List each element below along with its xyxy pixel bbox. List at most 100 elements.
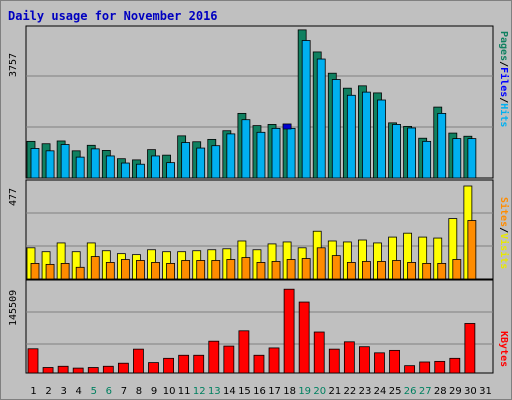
sites-bar-4 <box>75 266 85 280</box>
kbytes-bar-19 <box>298 301 310 374</box>
kbytes-bar-26 <box>404 365 416 374</box>
kbytes-bar-2 <box>42 367 54 374</box>
files-bar-4 <box>75 156 85 179</box>
sites-bar-7 <box>120 259 130 280</box>
sites-bar-25 <box>392 260 401 280</box>
kbytes-bar-4 <box>72 367 84 374</box>
sites-bar-16 <box>256 262 266 280</box>
sites-bar-15 <box>241 257 251 280</box>
sites-bar-24 <box>377 261 386 280</box>
sites-bar-18 <box>286 259 296 280</box>
kbytes-bar-25 <box>389 349 400 374</box>
day-label-22: 22 <box>344 386 357 397</box>
sites-bar-9 <box>151 262 160 280</box>
kbytes-bar-14 <box>223 345 235 374</box>
day-label-16: 16 <box>253 386 266 397</box>
sites-bar-29 <box>452 259 462 280</box>
day-label-2: 2 <box>45 386 51 397</box>
files-bar-23 <box>362 91 371 179</box>
day-label-7: 7 <box>121 386 127 397</box>
day-label-12: 12 <box>193 386 206 397</box>
sites-bar-17 <box>271 261 281 280</box>
day-label-17: 17 <box>268 386 281 397</box>
kbytes-bar-23 <box>359 346 370 374</box>
kbytes-bar-17 <box>268 347 280 374</box>
kbytes-bar-11 <box>178 354 190 374</box>
kbytes-bar-22 <box>343 341 355 374</box>
sites-bar-26 <box>407 262 417 280</box>
day-label-14: 14 <box>223 386 236 397</box>
sites-bar-5 <box>90 256 100 280</box>
files-bar-29 <box>452 138 462 179</box>
files-bar-7 <box>120 162 130 179</box>
files-bar-3 <box>60 144 70 179</box>
pages-marker-18 <box>282 123 292 130</box>
files-bar-27 <box>422 140 432 179</box>
kbytes-bar-9 <box>148 362 159 374</box>
day-label-26: 26 <box>404 386 417 397</box>
sites-bar-1 <box>30 263 40 280</box>
kbytes-bar-29 <box>449 357 461 374</box>
files-bar-10 <box>166 162 175 179</box>
day-label-23: 23 <box>359 386 372 397</box>
files-bar-5 <box>90 148 100 179</box>
day-label-21: 21 <box>328 386 341 397</box>
day-label-30: 30 <box>464 386 477 397</box>
sites-bar-21 <box>331 255 341 280</box>
files-bar-20 <box>316 58 326 179</box>
day-label-18: 18 <box>283 386 296 397</box>
sites-bar-22 <box>346 262 356 280</box>
day-label-27: 27 <box>419 386 432 397</box>
kbytes-bar-8 <box>133 348 144 374</box>
day-label-9: 9 <box>151 386 157 397</box>
day-label-31: 31 <box>479 386 492 397</box>
files-bar-16 <box>256 131 266 179</box>
chart-title: Daily usage for November 2016 <box>8 9 218 23</box>
files-bar-30 <box>467 138 477 179</box>
kbytes-bar-7 <box>117 362 129 374</box>
files-bar-24 <box>377 99 386 179</box>
files-bar-19 <box>301 40 311 179</box>
files-bar-14 <box>226 133 236 179</box>
day-label-15: 15 <box>238 386 251 397</box>
day-label-13: 13 <box>208 386 221 397</box>
files-bar-2 <box>45 150 55 179</box>
files-bar-21 <box>331 79 341 179</box>
files-bar-11 <box>181 142 191 179</box>
kbytes-bar-12 <box>193 354 205 374</box>
kbytes-bar-6 <box>102 365 114 374</box>
sites-bar-14 <box>226 259 236 280</box>
day-label-20: 20 <box>313 386 326 397</box>
day-label-25: 25 <box>389 386 402 397</box>
kbytes-bar-20 <box>313 331 325 374</box>
sites-bar-19 <box>301 258 311 280</box>
kbytes-bar-5 <box>87 367 99 374</box>
day-label-4: 4 <box>76 386 82 397</box>
files-bar-18 <box>286 127 296 179</box>
files-bar-12 <box>196 147 206 179</box>
sites-bar-12 <box>196 260 206 280</box>
files-bar-22 <box>346 94 356 179</box>
files-bar-17 <box>271 127 281 179</box>
files-bar-26 <box>407 127 417 179</box>
kbytes-bar-28 <box>434 360 446 374</box>
files-bar-1 <box>30 148 40 179</box>
sites-bar-3 <box>60 263 70 280</box>
sites-bar-13 <box>211 260 221 280</box>
sites-bar-8 <box>136 260 145 280</box>
files-bar-25 <box>392 124 401 179</box>
sites-bar-10 <box>166 263 175 280</box>
sites-bar-20 <box>316 247 326 280</box>
kbytes-bar-30 <box>464 323 476 374</box>
kbytes-bar-21 <box>328 348 340 374</box>
day-label-24: 24 <box>374 386 387 397</box>
day-label-3: 3 <box>60 386 66 397</box>
kbytes-bar-16 <box>253 354 265 374</box>
files-bar-13 <box>211 145 221 179</box>
day-label-19: 19 <box>298 386 311 397</box>
files-bar-6 <box>105 155 115 179</box>
day-label-11: 11 <box>178 386 191 397</box>
kbytes-bar-18 <box>283 288 295 374</box>
day-label-10: 10 <box>163 386 176 397</box>
